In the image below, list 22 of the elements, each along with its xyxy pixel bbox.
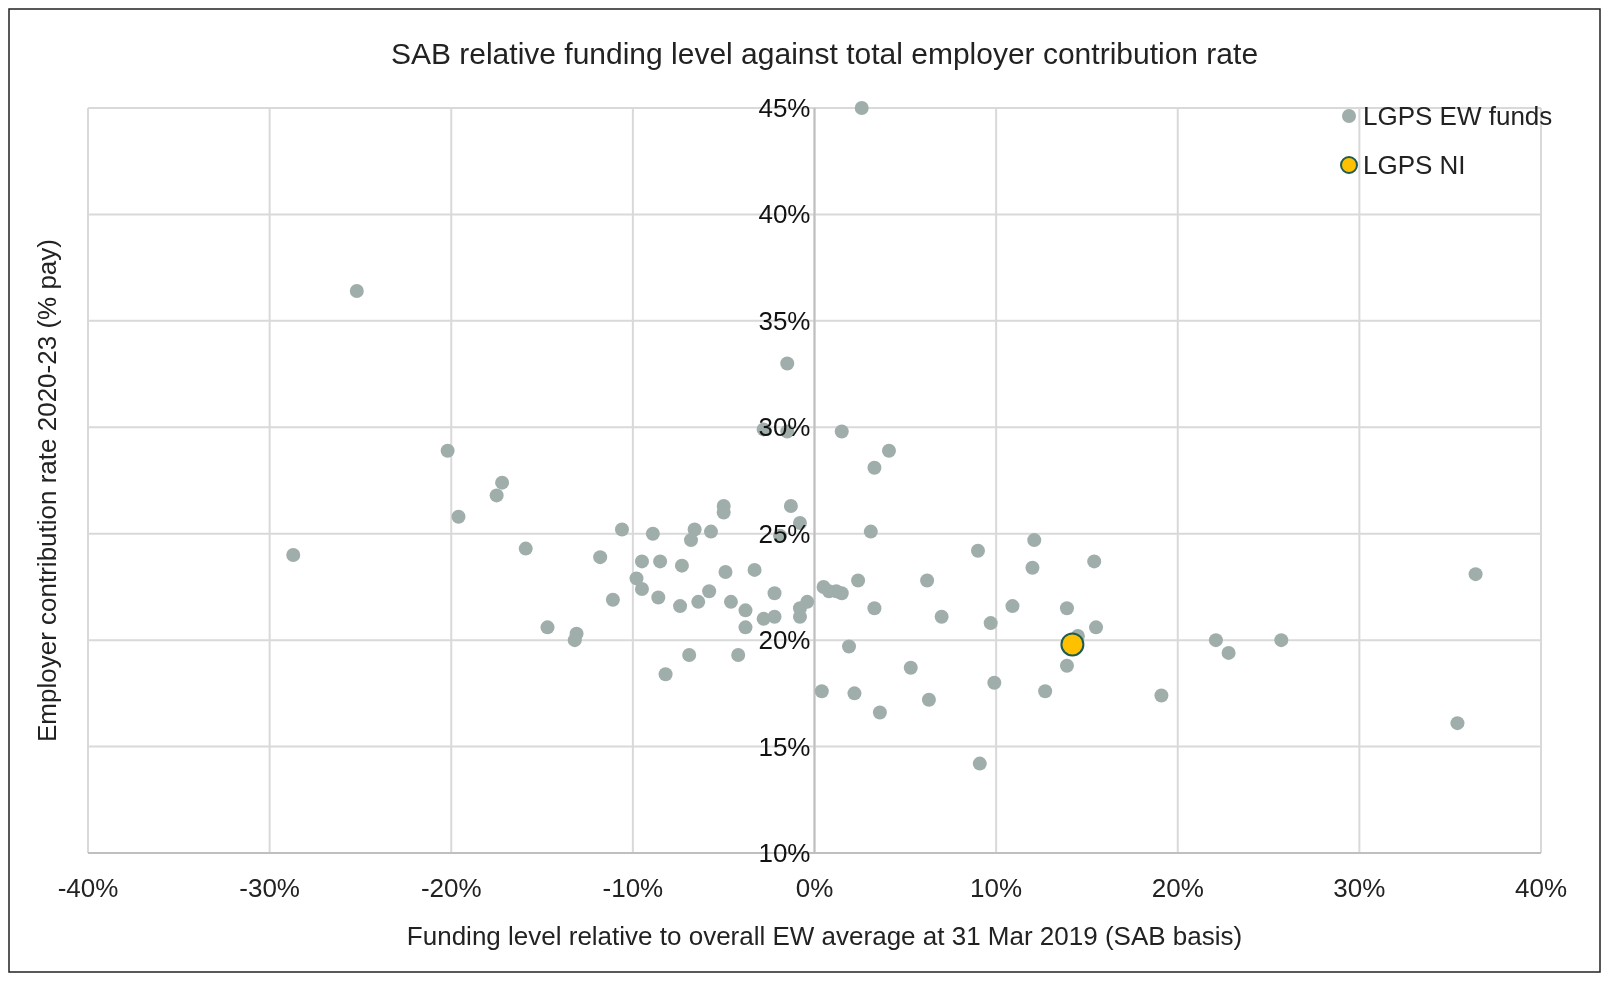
- x-tick-label: 20%: [1151, 873, 1204, 903]
- x-tick-label: 0%: [795, 873, 834, 903]
- chart-title: SAB relative funding level against total employer contribution rate: [390, 37, 1259, 70]
- x-tick-label: -40%: [57, 873, 119, 903]
- y-tick-label: 10%: [758, 838, 811, 868]
- y-tick-label: 35%: [758, 305, 811, 336]
- x-tick-label: 40%: [1514, 873, 1568, 903]
- y-tick-label: 25%: [758, 518, 811, 549]
- x-axis-title: Funding level relative to overall EW average at 31 Mar 2019 (SAB basis): [406, 921, 1243, 951]
- x-tick-label: -20%: [420, 873, 482, 903]
- x-tick-label: 30%: [1333, 873, 1386, 903]
- y-tick-label: 30%: [758, 412, 811, 443]
- x-tick-label: 10%: [970, 873, 1023, 903]
- y-tick-label: 45%: [758, 93, 811, 123]
- y-tick-label: 15%: [758, 731, 811, 762]
- x-tick-label: -30%: [239, 873, 300, 903]
- y-tick-label: 20%: [758, 625, 811, 656]
- legend-label: LGPS EW funds: [1363, 101, 1553, 131]
- legend-label: LGPS NI: [1363, 150, 1466, 180]
- y-axis-title: Employer contribution rate 2020-23 (% pay): [32, 239, 62, 742]
- x-tick-label: -10%: [602, 873, 664, 903]
- y-tick-label: 40%: [758, 199, 811, 230]
